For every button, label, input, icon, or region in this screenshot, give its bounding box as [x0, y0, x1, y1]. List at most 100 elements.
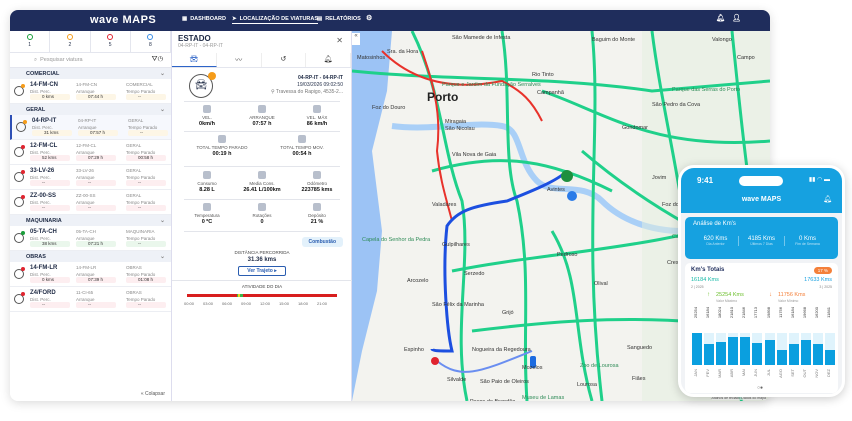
metric-value: 620 Kms	[703, 236, 728, 242]
vehicle-row[interactable]: Z4/FORD 11-CI-65 OBRAS Dist. Perc. Arranque T…	[10, 287, 171, 312]
distance-value: 31.36 kms	[247, 257, 277, 263]
status-count[interactable]: 8	[131, 31, 171, 52]
dist-label: Dist. Perc.	[30, 150, 51, 155]
vehicle-id: ZZ-00-SS	[76, 193, 96, 198]
activity-tick: 18:00	[298, 301, 309, 306]
stopped-time: --	[126, 180, 166, 186]
stat-depósito: Depósito 21 %	[292, 203, 342, 225]
user-icon[interactable]: 👤︎	[732, 15, 741, 22]
bell-icon[interactable]: 🔔︎	[716, 15, 725, 22]
distance-value: --	[30, 180, 70, 186]
vehicle-list: COMERCIAL ⌄ 14-FM-CN 14-FM-CN COMERCIAL Dist.…	[10, 68, 171, 312]
current-total: 17633 Kms	[804, 277, 832, 283]
map-place-label: Zoo de Lourosa	[580, 363, 619, 369]
stat-total-tempo-parado: TOTAL TEMPO PARADO 00:19 h	[182, 135, 262, 157]
month-label: JAN	[693, 369, 698, 377]
vehicle-row[interactable]: 12-FM-CL 12-FM-CL GERAL Dist. Perc. Arranque…	[10, 140, 171, 165]
vehicle-row[interactable]: 04-RP-IT 04-RP-IT GERAL Dist. Perc. Arranque…	[10, 115, 171, 140]
vehicle-id: 04-RP-IT	[78, 118, 97, 123]
stopped-label: Tempo Parado	[126, 272, 156, 277]
tab-history[interactable]: ↺	[262, 53, 307, 67]
search-input[interactable]: ⌕ Pesquisar viatura ⛛◷	[10, 53, 171, 68]
metric-label: Dia Anterior	[706, 242, 725, 246]
vehicle-group: GERAL	[128, 118, 144, 123]
car-icon	[14, 294, 24, 304]
map-place-label: São Pedro da Cova	[652, 102, 701, 108]
status-badge	[23, 120, 27, 124]
bar	[716, 342, 727, 365]
bar	[752, 342, 763, 365]
stopped-label: Tempo Parado	[126, 89, 156, 94]
vehicle-row[interactable]: 33-LV-26 33-LV-26 GERAL Dist. Perc. Arranque…	[10, 165, 171, 190]
status-badge	[21, 195, 25, 199]
view-route-button[interactable]: Ver Trajeto ▸	[238, 266, 286, 276]
previous-total: 16184 Kms	[691, 277, 719, 283]
start-time: --	[76, 205, 116, 211]
group-header[interactable]: COMERCIAL ⌄	[10, 68, 171, 79]
stopped-time: --	[126, 94, 166, 100]
bar-value-label: 25254	[693, 307, 698, 319]
bar	[812, 344, 823, 365]
map-place-label: Baguim do Monte	[592, 37, 635, 43]
bell-icon[interactable]: 🔔︎	[823, 196, 832, 203]
group-header[interactable]: GERAL ⌄	[10, 104, 171, 115]
group-header[interactable]: OBRAS ⌄	[10, 251, 171, 262]
status-count[interactable]: 2	[50, 31, 91, 52]
stat-rotações: Rotações 0	[237, 203, 287, 225]
map-place-label: Capela do Senhor da Pedra	[362, 237, 431, 243]
nav-dashboard[interactable]: ▦ DASHBOARD	[182, 16, 226, 22]
car-icon	[14, 233, 24, 243]
group-header[interactable]: MAQUINARIA ⌄	[10, 215, 171, 226]
navigation-icon: ➤	[232, 16, 237, 22]
tab-route[interactable]: 〰	[217, 53, 262, 67]
filter-icon[interactable]: ⛛◷	[151, 56, 163, 63]
gear-icon[interactable]: ⚙	[366, 15, 373, 22]
bar-value-label: 16184	[705, 307, 711, 319]
bar	[776, 350, 787, 365]
map-place-label: Valongo	[712, 37, 732, 43]
bar	[824, 349, 835, 365]
status-count[interactable]: 1	[10, 31, 51, 52]
map-place-label: Miragaia	[445, 119, 467, 125]
nav-vehicle-location[interactable]: ➤ LOCALIZAÇÃO DE VIATURAS	[232, 16, 319, 24]
vehicle-row[interactable]: ZZ-00-SS ZZ-00-SS GERAL Dist. Perc. Arranque…	[10, 190, 171, 215]
start-time: 07:39 h	[76, 277, 116, 283]
chevron-left-icon[interactable]: «	[352, 33, 360, 45]
stopped-label: Tempo Parado	[126, 297, 156, 302]
status-count[interactable]: 5	[91, 31, 131, 52]
tab-status[interactable]: 🚘︎	[172, 53, 217, 67]
start-label: Arranque	[78, 125, 97, 130]
map-place-label: Paços de Brandão	[470, 399, 515, 401]
nav-reports[interactable]: ▤ RELATÓRIOS	[317, 16, 361, 22]
collapse-label: Colapsar	[144, 391, 165, 397]
car-icon	[14, 269, 24, 279]
map-place-label: Parque e Jardim da Fundação Serralves	[442, 82, 541, 88]
group-name: MAQUINARIA	[26, 218, 62, 224]
distance-value: 52 kms	[30, 155, 70, 161]
nav-label: DASHBOARD	[190, 16, 226, 22]
vehicle-row[interactable]: 14-FM-LR 14-FM-LR OBRAS Dist. Perc. Arranque…	[10, 262, 171, 287]
bar-value-label: 16184	[789, 307, 795, 319]
bar-value-label: 21846	[741, 307, 747, 319]
dist-label: Dist. Perc.	[32, 125, 53, 130]
bar	[740, 337, 751, 365]
stat-icon	[203, 105, 211, 113]
activity-tick: 00:00	[184, 301, 195, 306]
map-place-label: Grijó	[502, 310, 514, 316]
arrow-down-icon: ↓	[769, 292, 772, 298]
status-badge	[21, 84, 25, 88]
vehicle-row[interactable]: 14-FM-CN 14-FM-CN COMERCIAL Dist. Perc. Arra…	[10, 79, 171, 104]
bar-value-label: 19898	[765, 307, 771, 319]
metric-value: 0 Kms	[798, 236, 816, 242]
vehicle-plate: Z4/FORD	[30, 290, 56, 296]
activity-moving-segment	[237, 294, 243, 297]
close-icon[interactable]: ✕	[336, 36, 343, 45]
bell-icon: 🔔︎	[323, 56, 333, 63]
bar-value-label: 19668	[801, 307, 807, 319]
map-attribution: Atalhos de teclado Dados do mapa	[711, 396, 766, 400]
collapse-button[interactable]: « Colapsar	[140, 391, 165, 397]
vehicle-row[interactable]: 05-TA-CH 05-TA-CH MAQUINARIA Dist. Perc. Arr…	[10, 226, 171, 251]
stopped-time: --	[128, 130, 168, 136]
tab-alerts[interactable]: 🔔︎	[306, 53, 351, 67]
detail-title: ESTADO	[178, 34, 211, 43]
